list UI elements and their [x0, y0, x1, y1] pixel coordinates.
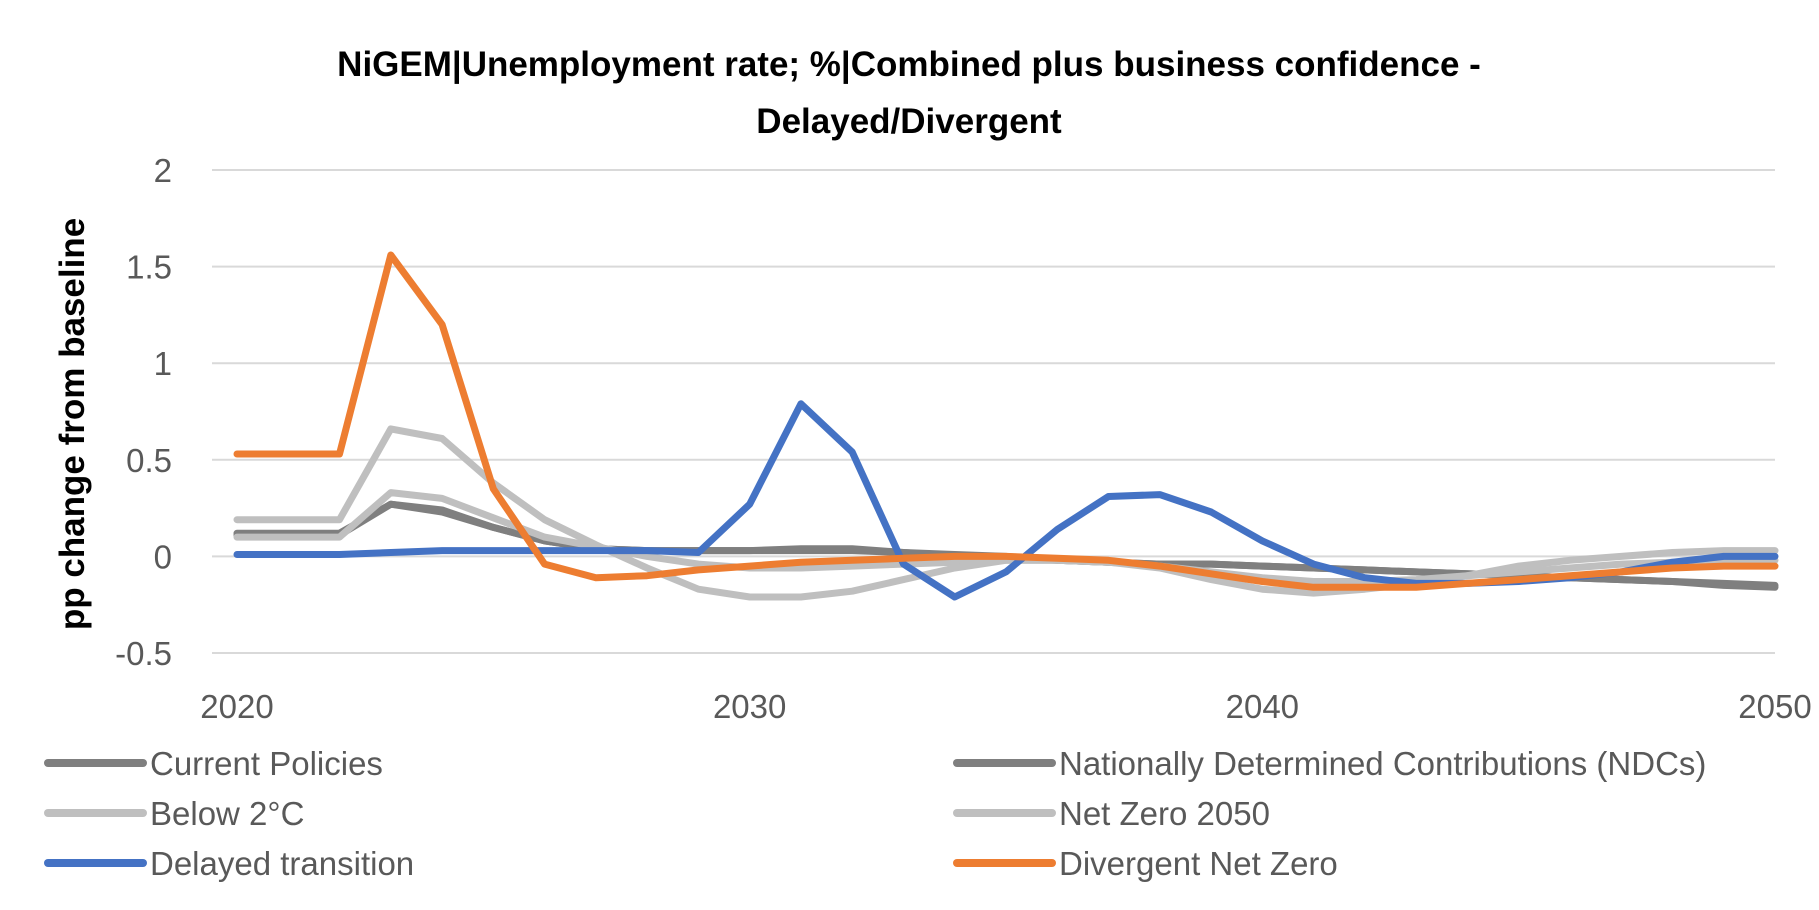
legend-label: Below 2°C [150, 795, 304, 832]
y-axis-ticks: 2 1.5 1 0.5 0 -0.5 [115, 152, 172, 672]
y-tick-label: 1.5 [126, 249, 172, 286]
x-axis-ticks: 2020 2030 2040 2050 [200, 688, 1811, 725]
chart-title: NiGEM|Unemployment rate; %|Combined plus… [337, 45, 1481, 141]
y-tick-label: -0.5 [115, 635, 172, 672]
x-tick-label: 2050 [1738, 688, 1811, 725]
x-tick-label: 2030 [713, 688, 786, 725]
chart-title-line-1: NiGEM|Unemployment rate; %|Combined plus… [337, 45, 1481, 84]
series-line [233, 251, 1779, 591]
legend-label: Net Zero 2050 [1059, 795, 1270, 832]
legend-item: Divergent Net Zero [953, 845, 1338, 882]
legend: Current Policies Nationally Determined Co… [44, 745, 1706, 882]
y-tick-label: 0.5 [126, 442, 172, 479]
y-tick-label: 0 [154, 538, 172, 575]
legend-item: Net Zero 2050 [953, 795, 1270, 832]
legend-item: Below 2°C [44, 795, 304, 832]
legend-label: Delayed transition [150, 845, 414, 882]
series-lines [233, 251, 1779, 601]
legend-item: Delayed transition [44, 845, 414, 882]
y-tick-label: 1 [154, 345, 172, 382]
chart-title-line-2: Delayed/Divergent [756, 102, 1062, 141]
legend-label: Divergent Net Zero [1059, 845, 1338, 882]
legend-label: Nationally Determined Contributions (NDC… [1059, 745, 1706, 782]
legend-label: Current Policies [150, 745, 383, 782]
y-tick-label: 2 [154, 152, 172, 189]
legend-item: Current Policies [44, 745, 383, 782]
x-tick-label: 2040 [1226, 688, 1299, 725]
legend-item: Nationally Determined Contributions (NDC… [953, 745, 1706, 782]
x-tick-label: 2020 [200, 688, 273, 725]
y-axis-label: pp change from baseline [53, 218, 92, 630]
